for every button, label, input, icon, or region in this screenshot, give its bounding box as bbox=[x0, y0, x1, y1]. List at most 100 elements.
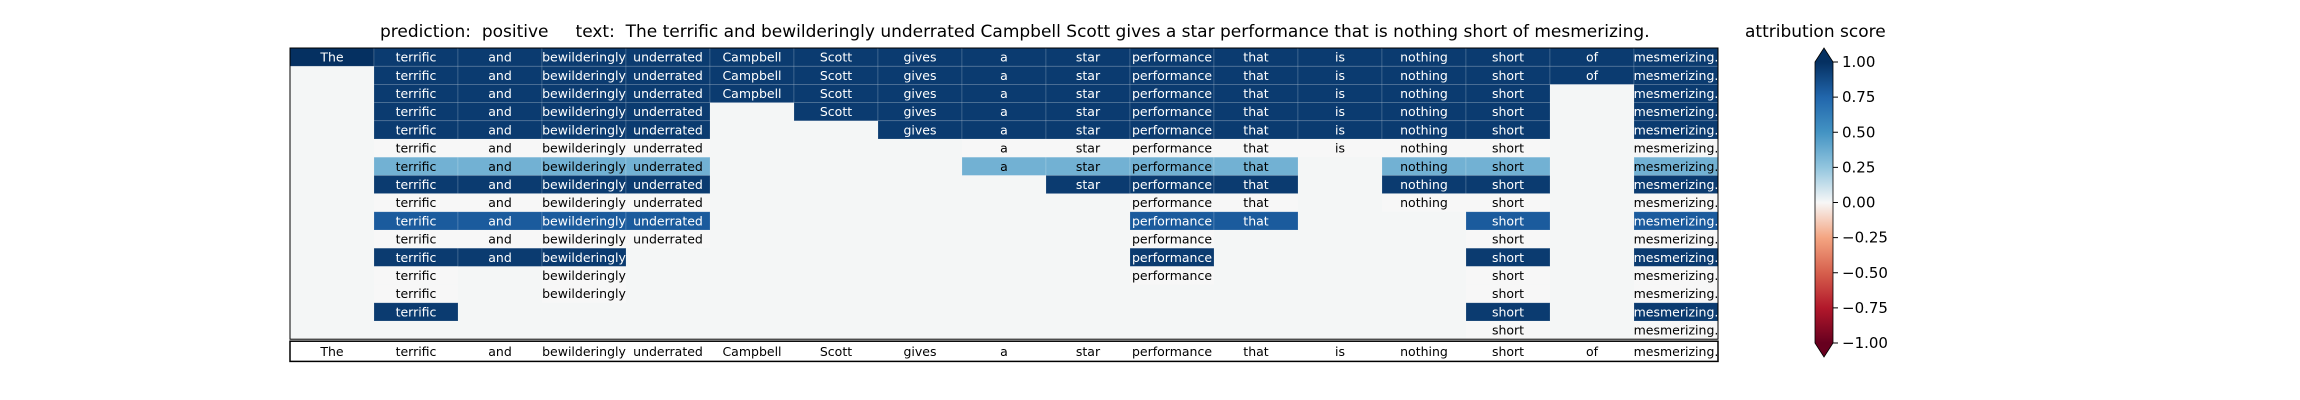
colorbar-tick-label: −1.00 bbox=[1842, 334, 1888, 352]
footer-token-label: mesmerizing. bbox=[1634, 344, 1719, 359]
heatmap-cell bbox=[1634, 230, 1718, 249]
heatmap-cell bbox=[1213, 211, 1299, 231]
cell-token-label: gives bbox=[903, 50, 936, 65]
footer-token-label: nothing bbox=[1400, 344, 1448, 359]
cell-token-label: mesmerizing. bbox=[1634, 268, 1719, 283]
cell-token-label: and bbox=[488, 159, 512, 174]
footer-token-label: performance bbox=[1132, 344, 1212, 359]
cell-token-label: a bbox=[1000, 159, 1008, 174]
cell-token-label: short bbox=[1492, 122, 1524, 137]
heatmap-cell bbox=[1214, 139, 1298, 158]
cell-token-label: that bbox=[1243, 195, 1268, 210]
heatmap-cell bbox=[1634, 193, 1718, 212]
cell-token-label: and bbox=[488, 50, 512, 65]
cell-token-label: short bbox=[1492, 177, 1524, 192]
cell-token-label: performance bbox=[1132, 232, 1212, 247]
cell-token-label: bewilderingly bbox=[542, 177, 626, 192]
heatmap-cell bbox=[1466, 193, 1550, 212]
cell-token-label: star bbox=[1076, 86, 1101, 101]
cell-token-label: short bbox=[1492, 323, 1524, 338]
footer-token-label: Scott bbox=[820, 344, 852, 359]
cell-token-label: mesmerizing. bbox=[1634, 86, 1719, 101]
cell-token-label: and bbox=[488, 250, 512, 265]
heatmap-cell bbox=[1046, 139, 1130, 158]
cell-token-label: that bbox=[1243, 177, 1268, 192]
colorbar-gradient bbox=[1815, 62, 1833, 343]
cell-token-label: performance bbox=[1132, 250, 1212, 265]
heatmap-cell bbox=[374, 266, 458, 285]
cell-token-label: terrific bbox=[396, 195, 437, 210]
cell-token-label: terrific bbox=[396, 286, 437, 301]
cell-token-label: short bbox=[1492, 104, 1524, 119]
cell-token-label: Scott bbox=[820, 86, 852, 101]
cell-token-label: that bbox=[1243, 68, 1268, 83]
heatmap-cell bbox=[626, 139, 710, 158]
cell-token-label: gives bbox=[903, 104, 936, 119]
colorbar-tick-label: −0.75 bbox=[1842, 299, 1888, 317]
heatmap-cell bbox=[1466, 139, 1550, 158]
cell-token-label: star bbox=[1076, 104, 1101, 119]
footer-token-label: and bbox=[488, 344, 512, 359]
cell-token-label: terrific bbox=[396, 104, 437, 119]
cell-token-label: star bbox=[1076, 68, 1101, 83]
cell-token-label: star bbox=[1076, 122, 1101, 137]
cell-token-label: star bbox=[1076, 177, 1101, 192]
cell-token-label: underrated bbox=[633, 195, 703, 210]
colorbar-top-extend bbox=[1815, 48, 1833, 62]
cell-token-label: short bbox=[1492, 68, 1524, 83]
cell-token-label: performance bbox=[1132, 195, 1212, 210]
cell-token-label: terrific bbox=[396, 177, 437, 192]
cell-token-label: terrific bbox=[396, 50, 437, 65]
colorbar-tick-label: −0.50 bbox=[1842, 264, 1888, 282]
cell-token-label: is bbox=[1335, 50, 1345, 65]
heatmap-cell bbox=[1130, 193, 1214, 212]
cell-token-label: Campbell bbox=[722, 50, 781, 65]
cell-token-label: and bbox=[488, 195, 512, 210]
cell-token-label: underrated bbox=[633, 213, 703, 228]
cell-token-label: terrific bbox=[396, 122, 437, 137]
cell-token-label: mesmerizing. bbox=[1634, 159, 1719, 174]
cell-token-label: short bbox=[1492, 286, 1524, 301]
cell-token-label: short bbox=[1492, 232, 1524, 247]
cell-token-label: terrific bbox=[396, 141, 437, 156]
cell-token-label: mesmerizing. bbox=[1634, 232, 1719, 247]
heatmap-cell bbox=[1130, 266, 1214, 285]
heatmap-cell bbox=[1130, 230, 1214, 249]
heatmap-cell bbox=[1466, 230, 1550, 249]
footer-token-label: terrific bbox=[396, 344, 437, 359]
cell-token-label: that bbox=[1243, 213, 1268, 228]
cell-token-label: terrific bbox=[396, 213, 437, 228]
heatmap-cell bbox=[374, 193, 458, 212]
cell-token-label: mesmerizing. bbox=[1634, 304, 1719, 319]
heatmap-cell bbox=[373, 302, 459, 322]
cell-token-label: performance bbox=[1132, 141, 1212, 156]
cell-token-label: short bbox=[1492, 195, 1524, 210]
footer-token-label: star bbox=[1076, 344, 1101, 359]
heatmap-cell bbox=[626, 230, 710, 249]
cell-token-label: mesmerizing. bbox=[1634, 68, 1719, 83]
cell-token-label: underrated bbox=[633, 104, 703, 119]
cell-token-label: gives bbox=[903, 86, 936, 101]
cell-token-label: performance bbox=[1132, 177, 1212, 192]
cell-token-label: and bbox=[488, 213, 512, 228]
cell-token-label: short bbox=[1492, 86, 1524, 101]
cell-token-label: that bbox=[1243, 50, 1268, 65]
colorbar: 1.00 0.75 0.50 0.25 0.00 −0.25 −0.50 −0.75 −1.00 bbox=[1814, 47, 1888, 358]
cell-token-label: short bbox=[1492, 159, 1524, 174]
cell-token-label: bewilderingly bbox=[542, 104, 626, 119]
heatmap-cell bbox=[1465, 175, 1551, 194]
cell-token-label: short bbox=[1492, 141, 1524, 156]
colorbar-tick-label: 0.50 bbox=[1842, 123, 1875, 141]
cell-token-label: underrated bbox=[633, 177, 703, 192]
colorbar-tick-label: −0.25 bbox=[1842, 229, 1888, 247]
cell-token-label: is bbox=[1335, 86, 1345, 101]
cell-token-label: nothing bbox=[1400, 104, 1448, 119]
heatmap-cell bbox=[458, 230, 542, 249]
cell-token-label: that bbox=[1243, 141, 1268, 156]
footer-token-label: bewilderingly bbox=[542, 344, 626, 359]
footer-token-label: of bbox=[1586, 344, 1599, 359]
cell-token-label: star bbox=[1076, 141, 1101, 156]
cell-token-label: a bbox=[1000, 104, 1008, 119]
cell-token-label: and bbox=[488, 141, 512, 156]
heatmap-cell bbox=[625, 175, 711, 194]
